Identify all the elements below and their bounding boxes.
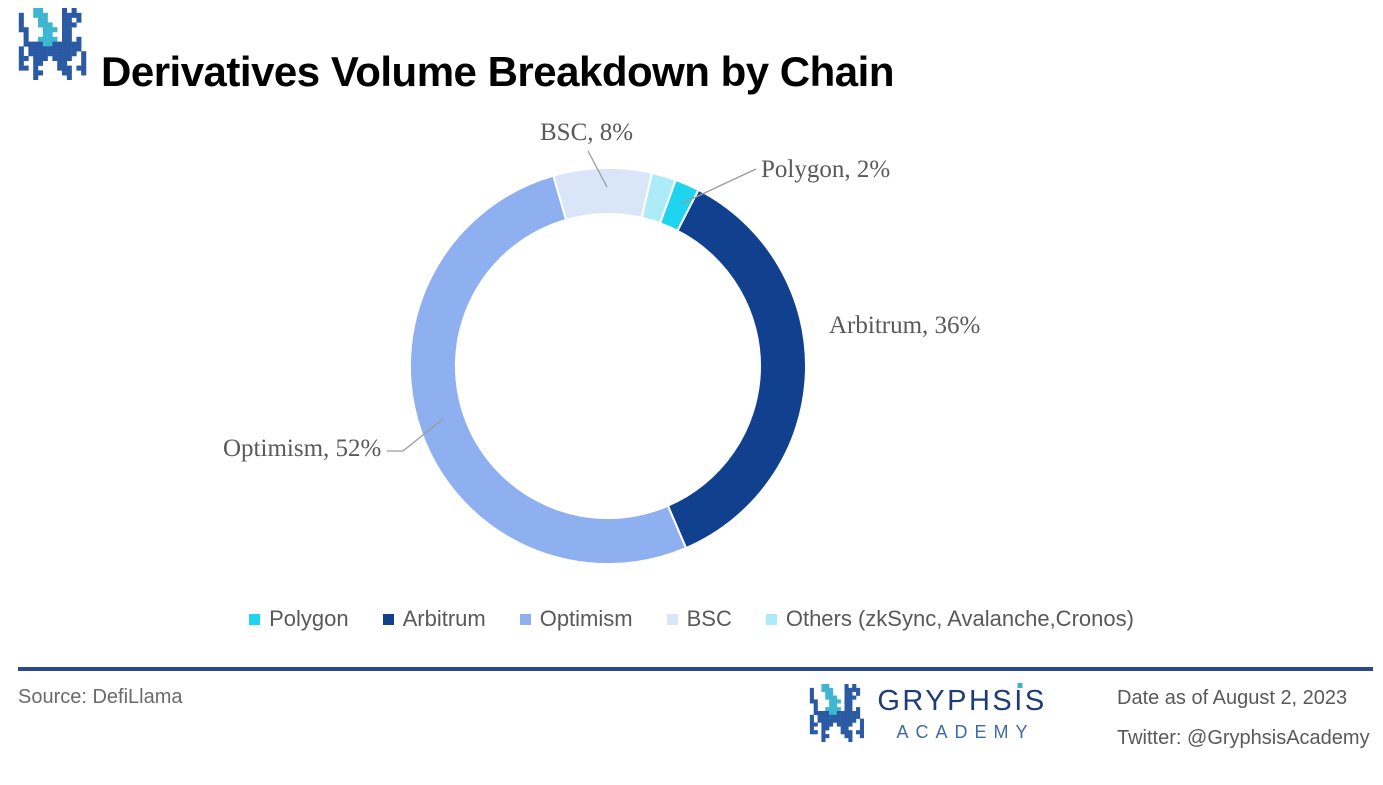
legend-label: BSC <box>686 606 732 631</box>
slice-label-optimism: Optimism, 52% <box>223 435 382 462</box>
legend-swatch-icon <box>519 613 531 625</box>
legend-swatch-icon <box>765 613 777 625</box>
footer-divider <box>18 667 1373 671</box>
legend-item-optimism: Optimism <box>519 606 633 632</box>
legend-label: Others (zkSync, Avalanche,Cronos) <box>785 606 1134 631</box>
slice-label-polygon: Polygon, 2% <box>761 156 891 183</box>
leader-lines <box>387 150 757 452</box>
slice-label-arbitrum: Arbitrum, 36% <box>829 312 981 339</box>
slice-label-bsc: BSC, 8% <box>540 119 634 146</box>
legend-label: Polygon <box>269 606 349 631</box>
slice-others <box>640 171 677 225</box>
slice-bsc <box>552 166 653 221</box>
brand-i-with-dot: I <box>1014 685 1025 717</box>
page-title: Derivatives Volume Breakdown by Chain <box>101 48 894 96</box>
legend-item-arbitrum: Arbitrum <box>382 606 486 632</box>
brand-name-post: S <box>1024 685 1047 717</box>
chart-legend: Polygon Arbitrum Optimism BSC Others (zkSync… <box>0 606 1383 632</box>
legend-swatch-icon <box>382 613 394 625</box>
footer-brand: GRYPHSIS ACADEMY <box>874 685 1050 743</box>
brand-subtitle: ACADEMY <box>896 722 1035 742</box>
legend-item-polygon: Polygon <box>249 606 349 632</box>
brand-name-pre: GRYPHS <box>877 685 1015 717</box>
legend-swatch-icon <box>666 613 678 625</box>
gryphsis-dragon-logo-icon <box>806 684 868 747</box>
legend-label: Optimism <box>539 606 633 631</box>
slice-polygon <box>659 178 700 232</box>
legend-item-others: Others (zkSync, Avalanche,Cronos) <box>765 606 1134 632</box>
slice-optimism <box>408 174 687 566</box>
donut-slices <box>408 166 808 566</box>
date-text: Date as of August 2, 2023 <box>1117 687 1348 709</box>
gryphsis-dragon-logo-icon <box>14 8 91 85</box>
brand-name: GRYPHSIS <box>877 685 1046 718</box>
legend-item-bsc: BSC <box>666 606 732 632</box>
leader-line-bsc <box>587 150 608 188</box>
legend-label: Arbitrum <box>402 606 486 631</box>
leader-line-optimism <box>387 418 444 452</box>
source-text: Source: DefiLlama <box>18 686 183 708</box>
slice-arbitrum <box>666 188 808 549</box>
twitter-text: Twitter: @GryphsisAcademy <box>1117 727 1370 749</box>
legend-swatch-icon <box>249 613 261 625</box>
leader-line-polygon <box>682 168 757 204</box>
